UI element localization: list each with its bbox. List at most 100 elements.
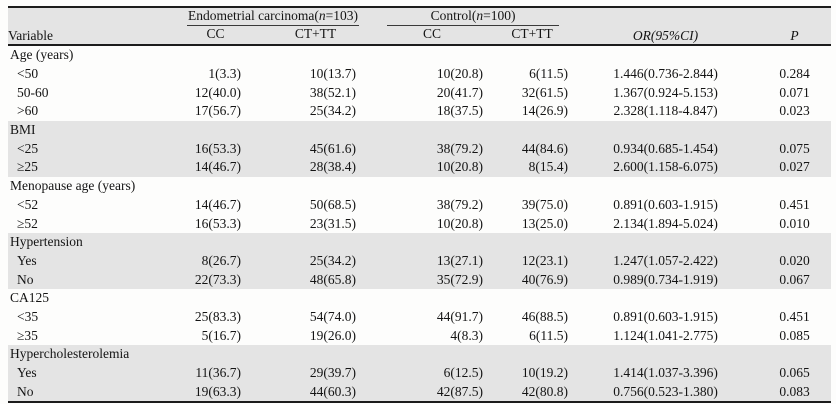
control-cttt-value [491, 345, 573, 364]
control-cttt-value [491, 177, 573, 196]
control-cc-value: 10(20.8) [436, 66, 483, 82]
clinical-variables-table: Variable Endometrial carcinoma(n=103) Co… [8, 6, 832, 404]
p-value: 0.075 [779, 140, 810, 156]
or-ci-value: 2.328(1.118-4.847) [613, 103, 718, 119]
ec-cc-value [173, 177, 258, 196]
group-header-endometrial-label: Endometrial carcinoma(n=103) [187, 8, 359, 26]
p-value-column-header: P [790, 28, 799, 43]
data-row: No 19(63.3) 44(60.3) 42(87.5) 42(80.8) 0.756(… [8, 382, 832, 403]
ec-cc-value: 14(46.7) [194, 159, 241, 175]
ec-cttt-value [258, 289, 373, 308]
data-row: >60 17(56.7) 25(34.2) 18(37.5) 14(26.9) 2.328… [8, 102, 831, 121]
control-cc-value: 20(41.7) [436, 84, 483, 100]
row-label: Age (years) [10, 47, 74, 63]
control-cttt-value: 32(61.5) [521, 84, 569, 100]
ec-cc-value: 8(26.7) [201, 252, 241, 268]
ec-cc-value: 12(40.0) [194, 84, 241, 100]
row-label: CA125 [10, 290, 50, 306]
p-value: 0.067 [779, 271, 810, 287]
or-ci-value: 1.124(1.041-2.775) [613, 327, 718, 343]
p-value: 0.083 [779, 383, 810, 399]
ec-cc-value: 25(83.3) [194, 308, 241, 324]
control-cc-value: 18(37.5) [436, 103, 483, 119]
or-ci-value [573, 233, 758, 252]
p-value: 0.010 [779, 215, 810, 231]
p-value [758, 177, 831, 196]
or-ci-value [573, 345, 758, 364]
control-cttt-value: 13(25.0) [521, 215, 569, 231]
or-ci-value: 0.756(0.523-1.380) [613, 383, 718, 399]
ec-cttt-value [258, 45, 373, 65]
control-cc-value: 38(79.2) [436, 140, 483, 156]
control-cc-value: 13(27.1) [436, 252, 483, 268]
control-cttt-value: 46(88.5) [521, 308, 569, 324]
data-row: <52 14(46.7) 50(68.5) 38(79.2) 39(75.0) 0.891… [8, 196, 831, 215]
group-header-endometrial-carcinoma: Endometrial carcinoma(n=103) [173, 7, 373, 26]
control-cc-value: 44(91.7) [436, 308, 483, 324]
genotype-association-table: Variable Endometrial carcinoma(n=103) Co… [8, 6, 832, 404]
data-row: Yes 8(26.7) 25(34.2) 13(27.1) 12(23.1) 1.247(… [8, 251, 832, 271]
control-cc-value [373, 345, 491, 364]
data-row: <35 25(83.3) 54(74.0) 44(91.7) 46(88.5) 0.891… [8, 308, 831, 327]
subcol-header-ec-cc: CC [206, 26, 225, 41]
section-row: Hypercholesterolemia [8, 345, 832, 364]
control-cttt-value: 12(23.1) [521, 252, 569, 268]
or-ci-value: 1.247(1.057-2.422) [613, 252, 718, 268]
row-label: No [17, 271, 34, 287]
ec-cttt-value: 23(31.5) [309, 215, 356, 231]
ec-cc-value [173, 233, 258, 252]
ec-cttt-value: 29(39.7) [309, 365, 356, 381]
control-cttt-value [491, 233, 573, 252]
row-label: 50-60 [17, 84, 49, 100]
row-label: ≥35 [17, 327, 38, 343]
p-value: 0.071 [779, 84, 810, 100]
control-cttt-value: 44(84.6) [521, 140, 569, 156]
control-cc-value [373, 121, 491, 140]
p-value [758, 289, 831, 308]
control-cc-value: 38(79.2) [436, 196, 483, 212]
or-ci-value: 1.414(1.037-3.396) [613, 365, 718, 381]
section-row: Age (years) [8, 45, 831, 65]
ec-cttt-value: 19(26.0) [309, 327, 356, 343]
p-value: 0.023 [779, 103, 810, 119]
row-label: Hypercholesterolemia [10, 346, 130, 362]
ec-cttt-value: 44(60.3) [309, 383, 356, 399]
data-row: Yes 11(36.7) 29(39.7) 6(12.5) 10(19.2) 1.414(… [8, 363, 832, 383]
or-ci-value: 2.600(1.158-6.075) [613, 159, 718, 175]
ec-cc-value: 22(73.3) [194, 271, 241, 287]
control-cttt-value: 42(80.8) [521, 383, 569, 399]
control-cc-value: 35(72.9) [436, 271, 483, 287]
or-ci-value: 0.934(0.685-1.454) [613, 140, 718, 156]
control-cc-value: 4(8.3) [450, 327, 483, 343]
control-cttt-value [491, 45, 573, 65]
p-value: 0.451 [779, 308, 810, 324]
control-cc-value [373, 45, 491, 65]
row-label: BMI [10, 122, 36, 138]
ec-cc-value: 14(46.7) [194, 196, 241, 212]
data-row: <50 1(3.3) 10(13.7) 10(20.8) 6(11.5) 1.446(0.… [8, 65, 831, 84]
data-row: ≥25 14(46.7) 28(38.4) 10(20.8) 8(15.4) 2.600(… [8, 158, 832, 177]
row-label: <52 [17, 196, 39, 212]
ec-cc-value: 5(16.7) [201, 327, 241, 343]
ec-cc-value [173, 121, 258, 140]
control-cttt-value: 6(11.5) [529, 327, 569, 343]
ec-cc-value: 17(56.7) [194, 103, 241, 119]
ec-cc-value: 16(53.3) [194, 140, 241, 156]
or-ci-value: 0.891(0.603-1.915) [613, 196, 718, 212]
data-row: <25 16(53.3) 45(61.6) 38(79.2) 44(84.6) 0.934… [8, 139, 832, 159]
control-cc-value [373, 177, 491, 196]
row-label: Menopause age (years) [10, 178, 136, 194]
row-label: <25 [17, 140, 39, 156]
table-body: Age (years) <50 1(3.3) 10(13.7) 10(20.8) 6(11… [8, 45, 832, 403]
subcol-header-ec-cttt: CT+TT [294, 26, 337, 41]
ec-cttt-value [258, 177, 373, 196]
or-ci-value [573, 45, 758, 65]
or-ci-value: 0.891(0.603-1.915) [613, 308, 718, 324]
ec-cttt-value [258, 121, 373, 140]
control-cttt-value: 8(15.4) [528, 159, 569, 175]
ec-cttt-value [258, 233, 373, 252]
control-cttt-value [491, 121, 573, 140]
ec-cc-value [173, 289, 258, 308]
or-ci-value [573, 121, 758, 140]
ec-cc-value [173, 345, 258, 364]
